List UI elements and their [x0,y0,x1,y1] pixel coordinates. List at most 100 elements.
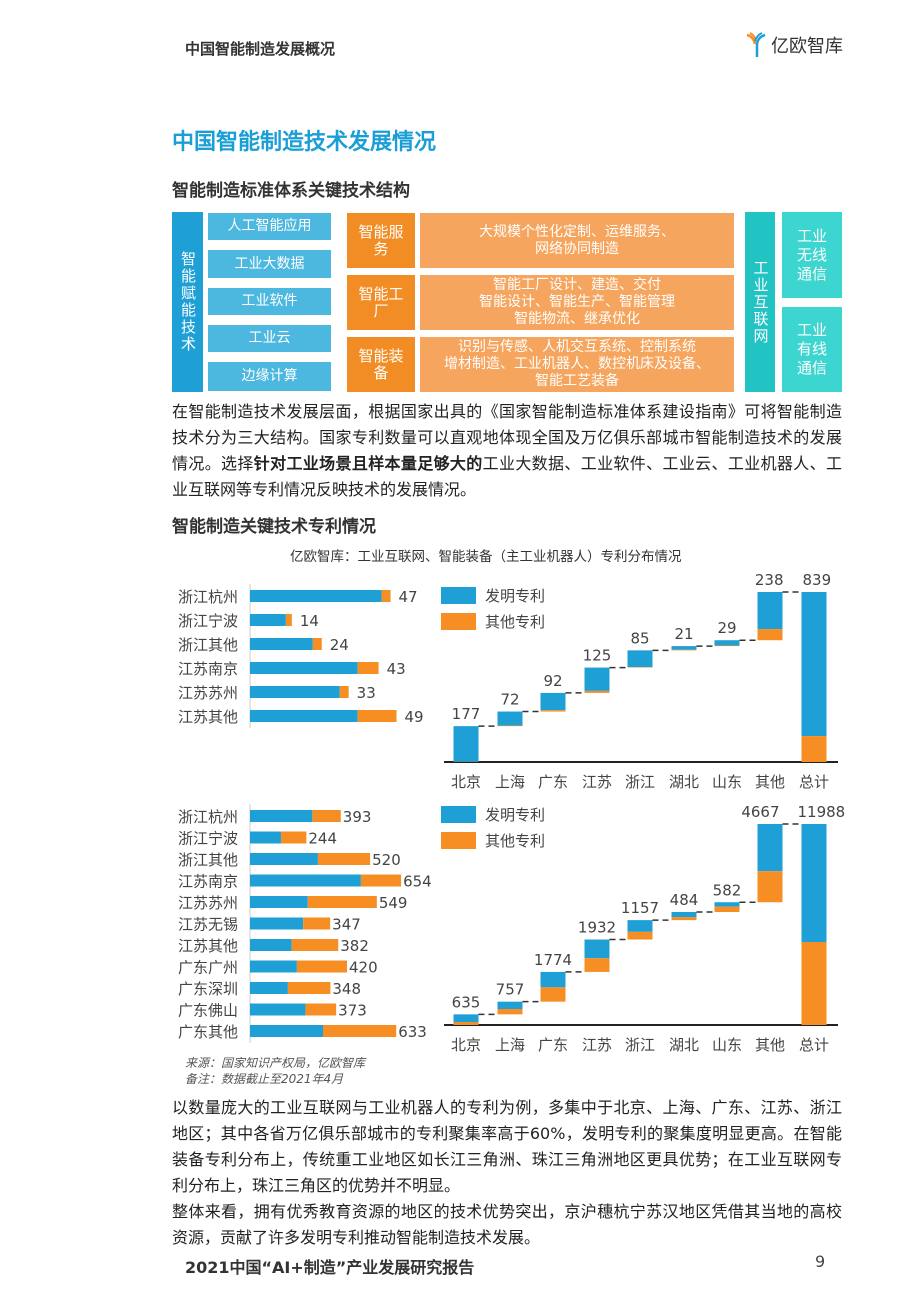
source-note: 来源：国家知识产权局，亿欧智库 [185,1056,366,1070]
value-label: 582 [713,881,742,899]
wireless-comm-box: 工业 无线 通信 [782,212,842,298]
category-label: 广东佛山 [178,1002,238,1020]
value-label: 348 [332,980,361,998]
legend-swatch-invention [441,587,476,604]
data-note: 备注：数据截止至2021年4月 [185,1072,344,1086]
category-label: 浙江宁波 [178,612,238,630]
bar-other [303,917,331,930]
legend-label: 其他专利 [485,613,545,631]
category-label: 江苏 [582,773,612,791]
bar-other [497,725,523,727]
value-label: 21 [674,625,693,643]
category-label: 浙江杭州 [178,588,238,606]
bar-other [357,710,397,722]
bar-invention [250,917,304,930]
category-label: 总计 [799,773,829,791]
category-label: 其他 [755,773,785,791]
value-label: 393 [343,808,372,826]
wired-comm-box: 工业 有线 通信 [782,307,842,392]
text: 在智能制造技术发展层面，根据国家出具的《国家智能制造标准体系建设指南》可将智能制… [172,402,842,473]
enabling-item: 工业软件 [208,288,331,315]
bar-other [453,1021,479,1025]
value-label: 420 [349,959,378,977]
category-label: 浙江 [625,773,655,791]
value-label: 33 [357,684,376,702]
value-label: 85 [630,629,649,647]
value-label: 92 [543,672,562,690]
page-title: 中国智能制造技术发展情况 [172,130,437,155]
paragraph-analysis: 以数量庞大的工业互联网与工业机器人的专利为例，多集中于北京、上海、广东、江苏、浙… [172,1098,842,1195]
value-label: 484 [670,891,699,909]
category-label: 江苏苏州 [178,894,238,912]
bar-other [497,1008,523,1015]
value-label: 238 [755,571,784,589]
bar-other [305,1003,337,1016]
value-label: 347 [332,916,361,934]
value-label: 1774 [534,951,572,969]
category-label: 浙江 [625,1036,655,1054]
value-label: 47 [399,588,418,606]
bar-other [307,896,377,908]
bar-other [627,931,653,940]
value-label: 635 [452,993,481,1011]
value-label: 24 [330,636,349,654]
category-label: 广东其他 [178,1023,238,1041]
legend-label: 发明专利 [485,587,545,605]
section-subtitle-2: 智能制造关键技术专利情况 [172,517,376,537]
category-label: 浙江杭州 [178,808,238,826]
bar-other [291,939,339,951]
value-label: 29 [717,619,736,637]
legend-swatch-other [441,832,476,849]
category-label: 江苏 [582,1036,612,1054]
category-label: 上海 [495,773,525,791]
enabling-item: 边缘计算 [208,362,331,391]
bar-invention [250,939,292,951]
value-label: 72 [500,691,519,709]
value-label: 244 [308,830,337,848]
bar-invention [584,939,610,959]
legend-label: 其他专利 [485,832,545,850]
bar-invention [250,1025,323,1037]
smart-service-label: 智能服务 [347,213,415,268]
bar-other [801,736,827,762]
enabling-item: 工业大数据 [208,250,331,278]
industrial-internet-label: 工业互联网 [745,212,775,392]
category-label: 广东 [538,1036,568,1054]
smart-factory-label: 智能工厂 [347,275,415,330]
bar-other [757,871,783,903]
bar-other [714,906,740,913]
bar-invention [250,960,297,973]
bar-invention [250,896,308,908]
value-label: 633 [398,1023,427,1041]
bar-other [339,686,349,698]
smart-service-desc: 大规模个性化定制、运维服务、 网络协同制造 [420,213,734,268]
smart-equipment-label: 智能装备 [347,337,415,392]
value-label: 654 [403,873,432,891]
legend-swatch-invention [441,806,476,823]
enabling-item: 工业云 [208,325,331,352]
bar-invention [250,810,313,822]
enabling-tech-label: 智能赋能技术 [172,212,203,392]
bar-invention [540,692,566,711]
bar-invention [250,710,358,722]
bar-other [757,629,783,641]
legend-label: 发明专利 [485,806,545,824]
bar-other [584,958,610,972]
value-label: 11988 [798,803,846,821]
category-label: 山东 [712,773,742,791]
category-label: 上海 [495,1036,525,1054]
bar-invention [714,902,740,907]
bar-invention [250,831,281,844]
category-label: 浙江其他 [178,636,238,654]
category-label: 江苏其他 [178,708,238,726]
bar-other [357,662,379,674]
bold-text: 针对工业场景且样本量足够大的 [253,454,483,473]
bar-invention [627,650,653,668]
bar-invention [714,640,740,646]
value-label: 14 [300,612,319,630]
category-label: 北京 [451,773,481,791]
value-label: 839 [803,571,832,589]
value-label: 549 [379,894,408,912]
